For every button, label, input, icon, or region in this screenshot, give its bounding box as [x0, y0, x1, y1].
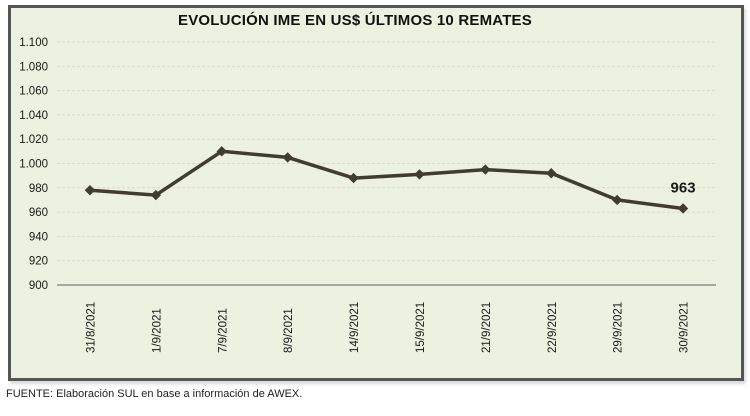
x-tick-label: 14/9/2021 — [349, 302, 361, 353]
y-tick-label: 1.000 — [19, 159, 48, 171]
last-point-data-label: 963 — [671, 179, 696, 196]
data-point-marker — [216, 146, 227, 157]
x-tick-label: 31/8/2021 — [85, 302, 97, 353]
data-point-marker — [282, 152, 293, 163]
y-tick-label: 1.060 — [19, 86, 48, 98]
x-tick-label: 7/9/2021 — [217, 308, 229, 353]
x-tick-label: 21/9/2021 — [481, 302, 493, 353]
x-tick-label: 29/9/2021 — [613, 302, 625, 353]
source-note: FUENTE: Elaboración SUL en base a inform… — [6, 388, 303, 400]
x-tick-label: 8/9/2021 — [283, 308, 295, 353]
y-tick-label: 1.080 — [19, 61, 48, 73]
y-tick-label: 1.020 — [19, 134, 48, 146]
chart-title: EVOLUCIÓN IME EN US$ ÚLTIMOS 10 REMATES — [178, 12, 532, 29]
x-tick-label: 15/9/2021 — [415, 302, 427, 353]
y-tick-label: 1.100 — [19, 37, 48, 49]
y-tick-label: 940 — [29, 231, 48, 243]
x-tick-label: 22/9/2021 — [547, 302, 559, 353]
data-point-marker — [546, 168, 557, 179]
y-tick-label: 960 — [29, 207, 48, 219]
data-point-marker — [480, 164, 491, 175]
x-tick-label: 1/9/2021 — [151, 308, 163, 353]
data-point-marker — [150, 189, 162, 201]
y-tick-label: 920 — [29, 256, 48, 268]
data-point-marker — [84, 185, 96, 196]
data-point-marker — [677, 203, 689, 214]
data-point-marker — [414, 169, 425, 180]
y-tick-label: 900 — [29, 280, 48, 292]
series-line — [88, 149, 685, 211]
data-point-marker — [611, 194, 623, 206]
y-tick-label: 1.040 — [19, 110, 48, 122]
x-tick-label: 30/9/2021 — [679, 302, 691, 353]
data-point-marker — [348, 172, 359, 184]
y-tick-label: 980 — [29, 183, 48, 195]
